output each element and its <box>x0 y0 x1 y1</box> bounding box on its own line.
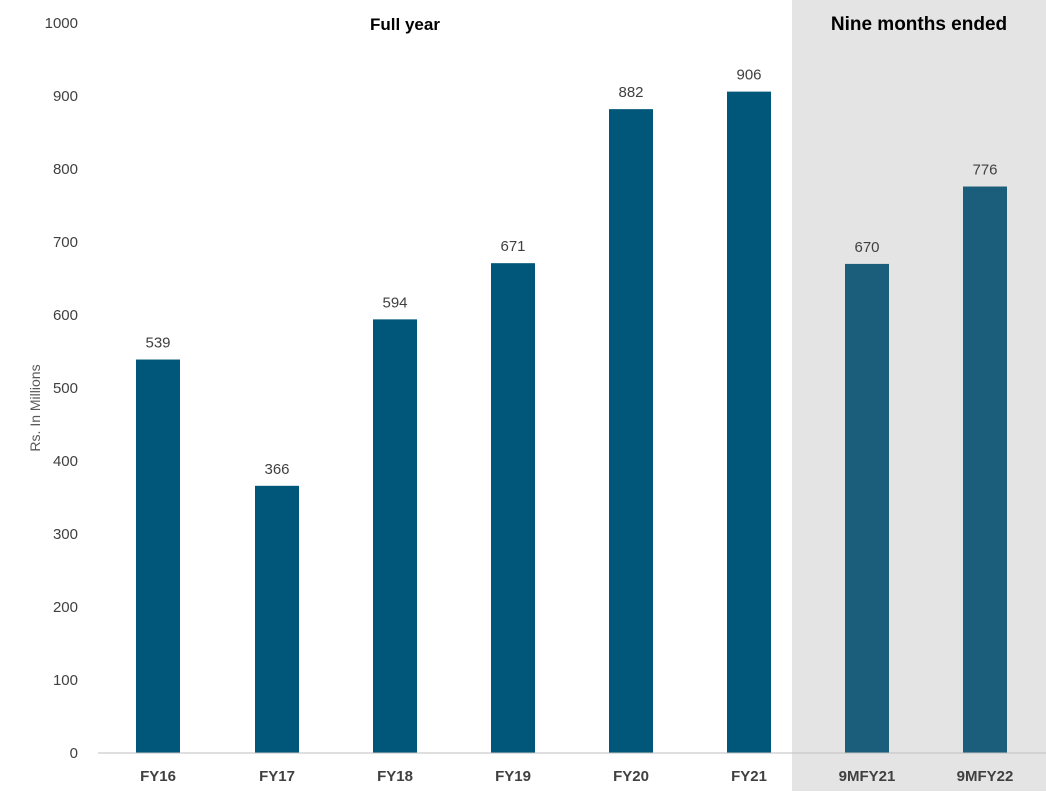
data-labels: 539 366 594 671 882 906 670 776 <box>145 67 997 478</box>
y-axis-label: Rs. In Millions <box>27 364 43 451</box>
bar-9mfy21 <box>845 263 889 753</box>
data-label-fy19: 671 <box>500 238 525 255</box>
x-tick-label-fy20: FY20 <box>613 768 649 785</box>
y-tick-label: 0 <box>70 745 78 762</box>
data-label-9mfy21: 670 <box>854 239 879 256</box>
y-tick-label: 1000 <box>45 15 78 32</box>
x-tick-label-fy18: FY18 <box>377 768 413 785</box>
bar-fy21 <box>727 91 771 754</box>
x-tick-label-9mfy22: 9MFY22 <box>957 768 1014 785</box>
y-tick-label: 100 <box>53 672 78 689</box>
bar-fy18 <box>373 319 417 753</box>
data-label-fy20: 882 <box>618 84 643 101</box>
bar-fy19 <box>491 263 535 753</box>
y-tick-label: 500 <box>53 380 78 397</box>
data-label-fy18: 594 <box>382 294 407 311</box>
bars <box>136 91 1007 754</box>
data-label-fy16: 539 <box>145 335 170 352</box>
y-axis-ticks: 0 100 200 300 400 500 600 700 800 900 1000 <box>45 15 78 762</box>
y-tick-label: 300 <box>53 526 78 543</box>
bar-fy17 <box>255 485 299 753</box>
bar-9mfy22 <box>963 186 1007 753</box>
section-title-nine-months: Nine months ended <box>831 14 1007 35</box>
y-tick-label: 700 <box>53 234 78 251</box>
y-tick-label: 900 <box>53 88 78 105</box>
x-tick-label-9mfy21: 9MFY21 <box>839 768 896 785</box>
y-tick-label: 400 <box>53 453 78 470</box>
section-title-full-year: Full year <box>370 15 440 34</box>
x-tick-label-fy17: FY17 <box>259 768 295 785</box>
x-tick-label-fy21: FY21 <box>731 768 767 785</box>
x-tick-label-fy16: FY16 <box>140 768 176 785</box>
data-label-fy21: 906 <box>736 67 761 84</box>
x-tick-label-fy19: FY19 <box>495 768 531 785</box>
bar-fy16 <box>136 359 180 753</box>
bar-fy20 <box>609 109 653 753</box>
data-label-fy17: 366 <box>264 461 289 478</box>
y-tick-label: 800 <box>53 161 78 178</box>
y-tick-label: 200 <box>53 599 78 616</box>
data-label-9mfy22: 776 <box>972 162 997 179</box>
y-tick-label: 600 <box>53 307 78 324</box>
shaded-section-background <box>792 0 1046 791</box>
x-axis-categories: FY16 FY17 FY18 FY19 FY20 FY21 9MFY21 9MFY22 <box>140 768 1013 785</box>
